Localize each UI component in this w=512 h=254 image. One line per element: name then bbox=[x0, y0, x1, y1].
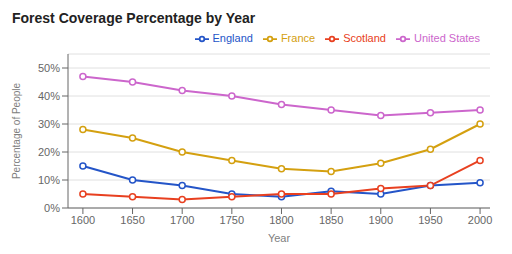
svg-text:1900: 1900 bbox=[369, 214, 393, 226]
html-text:France: France bbox=[280, 32, 316, 44]
html-text:Forest Coverage Percentage by: Forest Coverage Percentage by Year bbox=[12, 10, 256, 26]
svg-text:Year: Year bbox=[268, 232, 291, 244]
svg-text:Percentage of People: Percentage of People bbox=[11, 82, 22, 179]
svg-text:1650: 1650 bbox=[120, 214, 144, 226]
svg-text:1800: 1800 bbox=[269, 214, 293, 226]
svg-text:1850: 1850 bbox=[319, 214, 343, 226]
svg-text:0%: 0% bbox=[44, 202, 60, 214]
svg-text:40%: 40% bbox=[38, 90, 60, 102]
svg-text:50%: 50% bbox=[38, 62, 60, 74]
html-text:England: England bbox=[212, 32, 253, 44]
html-text:United States: United States bbox=[414, 32, 480, 44]
svg-text:1750: 1750 bbox=[220, 214, 244, 226]
svg-text:1700: 1700 bbox=[170, 214, 194, 226]
svg-text:1600: 1600 bbox=[71, 214, 95, 226]
html-text:Scotland: Scotland bbox=[343, 32, 386, 44]
svg-text:20%: 20% bbox=[38, 146, 60, 158]
svg-text:2000: 2000 bbox=[468, 214, 492, 226]
svg-text:10%: 10% bbox=[38, 174, 60, 186]
svg-text:30%: 30% bbox=[38, 118, 60, 130]
svg-text:1950: 1950 bbox=[418, 214, 442, 226]
